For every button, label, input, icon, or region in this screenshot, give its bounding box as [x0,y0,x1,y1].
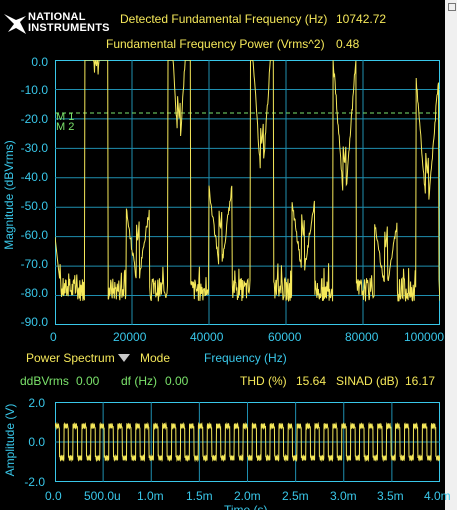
y-tick: 0.0 [31,55,48,69]
x-tick: 1.5m [186,489,213,503]
x-tick: 40000 [190,330,224,344]
y-tick: -70.0 [20,257,48,271]
wave-y-tick: -2.0 [24,475,45,489]
wave-y-tick: 2.0 [28,396,45,410]
logo-line2: INSTRUMENTS [28,22,110,34]
dropdown-arrow-icon[interactable] [118,354,130,362]
ddbvrms-value: 0.00 [76,374,100,388]
x-tick: 500.0u [84,489,121,503]
spectrum-x-axis-label: Frequency (Hz) [204,351,287,365]
df-label: df (Hz) [121,374,157,388]
window-scrollbar[interactable] [445,0,457,510]
spectrum-y-ticks: 0.0 -10.0 -20.0 -30.0 -40.0 -50.0 -60.0 … [8,55,48,336]
x-tick: 0 [50,330,57,344]
cursor-m2-label[interactable]: M 2 [56,121,75,133]
x-tick: 60000 [268,330,302,344]
spectrum-x-ticks: 0 20000 40000 60000 80000 100000 [40,330,457,344]
waveform-y-axis-label: Amplitude (V) [3,403,17,477]
y-tick: -90.0 [20,315,48,329]
logo-line1: NATIONAL [28,11,86,23]
restore-icon[interactable] [448,3,456,11]
fundamental-power-label: Fundamental Frequency Power (Vrms^2) [106,37,325,51]
fundamental-frequency-label: Detected Fundamental Frequency (Hz) [120,12,328,26]
x-tick: 3.0m [330,489,357,503]
thd-label: THD (%) [240,374,287,388]
eagle-icon [4,14,26,34]
x-tick: 20000 [113,330,147,344]
y-tick: -80.0 [20,286,48,300]
fundamental-frequency-value: 10742.72 [336,12,387,26]
y-tick: -30.0 [20,141,48,155]
x-tick: 3.5m [377,489,404,503]
x-tick: 1.0m [137,489,164,503]
sinad-value: 16.17 [405,374,436,388]
wave-y-tick: 0.0 [28,435,45,449]
ddbvrms-label: ddBVrms [20,374,69,388]
x-tick: 100000 [404,330,445,344]
y-tick: -60.0 [20,228,48,242]
y-tick: -40.0 [20,170,48,184]
x-tick: 80000 [345,330,379,344]
waveform-plot[interactable] [55,402,440,482]
waveform-x-ticks: 0.0 500.0u 1.0m 1.5m 2.0m 2.5m 3.0m 3.5m… [0,489,457,503]
spectrum-plot[interactable] [55,60,440,325]
sinad-label: SINAD (dB) [336,374,399,388]
x-tick: 0.0 [45,489,62,503]
y-tick: -50.0 [20,199,48,213]
x-tick: 2.5m [282,489,309,503]
ni-logo: NATIONAL INSTRUMENTS [2,8,114,40]
x-tick: 2.0m [234,489,261,503]
spectrum-trace [55,60,440,302]
x-tick: 4.0m [424,489,451,503]
waveform-trace [55,421,440,463]
fundamental-power-value: 0.48 [336,37,360,51]
mode-label: Mode [140,351,171,365]
df-value: 0.00 [165,374,189,388]
mode-selector-value[interactable]: Power Spectrum [26,351,115,365]
y-tick: -20.0 [20,112,48,126]
thd-value: 15.64 [296,374,327,388]
y-tick: -10.0 [20,83,48,97]
cursor-m1-label[interactable]: M 1 [56,111,75,123]
waveform-x-axis-label: Time (s) [224,503,268,510]
plot-frame [55,60,440,325]
